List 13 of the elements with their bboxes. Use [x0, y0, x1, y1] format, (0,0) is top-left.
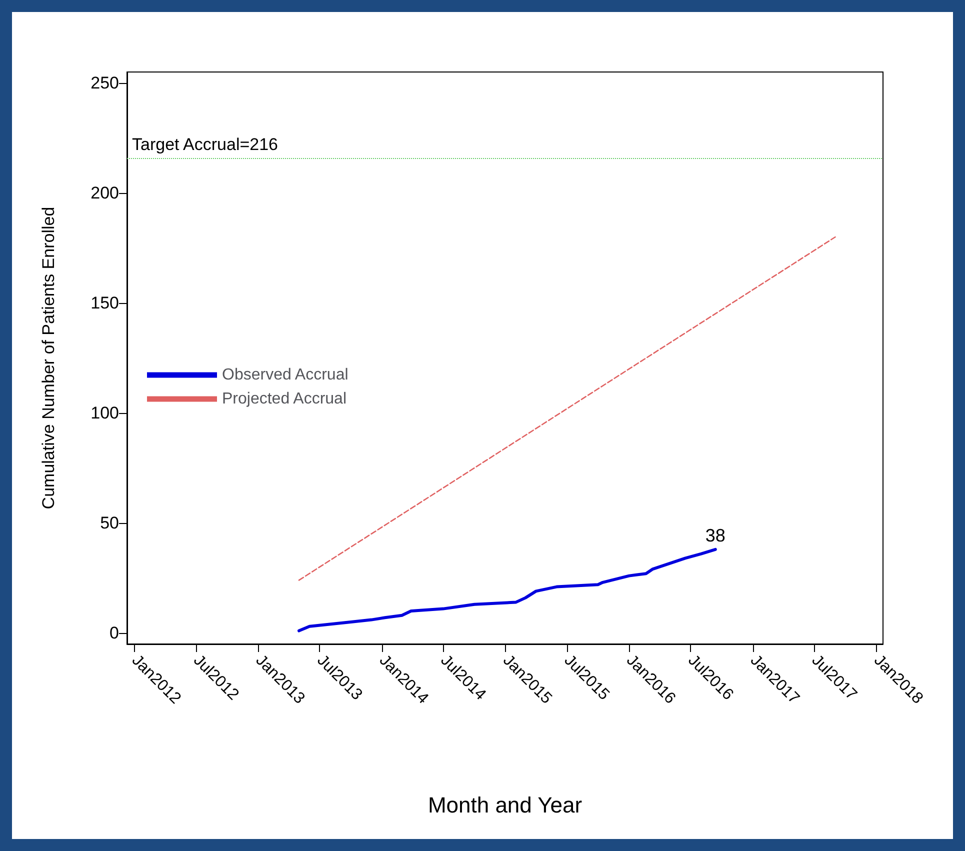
y-axis-title: Cumulative Number of Patients Enrolled — [39, 206, 58, 510]
y-tick-label: 50 — [100, 514, 119, 532]
data-label: 38 — [705, 525, 726, 546]
y-tick-label: 250 — [90, 74, 119, 92]
x-axis-title: Month and Year — [428, 792, 582, 818]
line-series — [297, 548, 717, 632]
y-tick-label: 100 — [90, 404, 119, 422]
y-tick-label: 200 — [90, 184, 119, 202]
legend-label: Observed Accrual — [222, 366, 348, 384]
ref-line-label: Target Accrual=216 — [132, 134, 278, 154]
y-tick-label: 0 — [110, 624, 119, 642]
legend-label: Projected Accrual — [222, 390, 347, 408]
y-tick-label: 150 — [90, 294, 119, 312]
